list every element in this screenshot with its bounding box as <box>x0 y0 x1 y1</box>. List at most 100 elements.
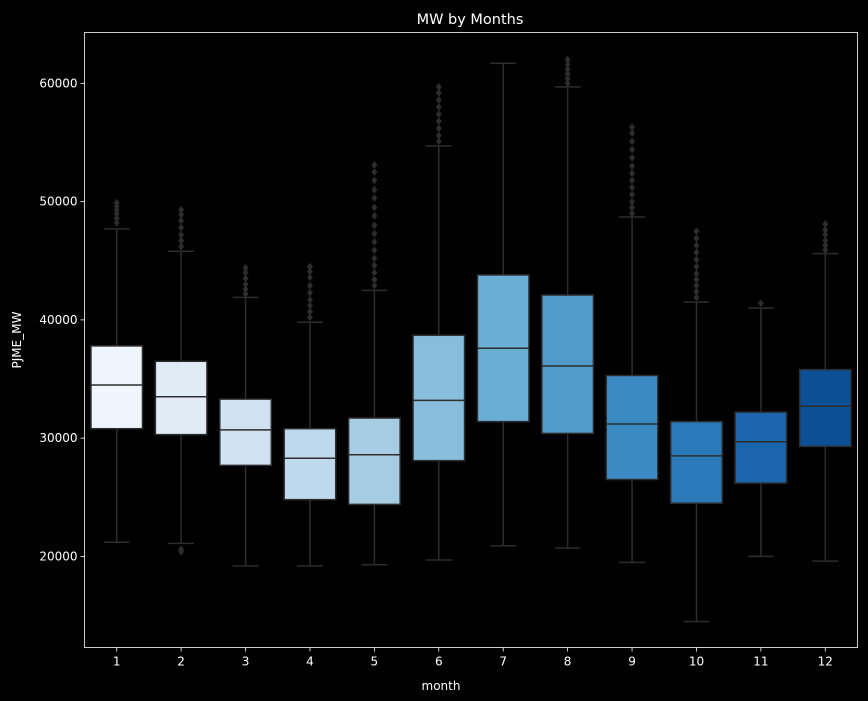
outlier-point <box>435 124 442 133</box>
x-tick-label: 6 <box>435 655 443 669</box>
outlier-point <box>564 79 571 88</box>
outlier-point <box>242 280 249 289</box>
chart-title: MW by Months <box>417 12 524 28</box>
outlier-point <box>564 60 571 69</box>
outlier-point <box>693 241 700 250</box>
outlier-point <box>371 211 378 220</box>
iqr-box <box>541 294 595 435</box>
outlier-point <box>564 69 571 78</box>
outlier-point <box>371 261 378 270</box>
outlier-point <box>178 205 185 214</box>
box-month-12 <box>798 220 852 562</box>
outlier-point <box>629 197 636 206</box>
x-tick-label: 5 <box>371 655 379 669</box>
outlier-point <box>564 65 571 74</box>
outlier-point <box>371 203 378 212</box>
outlier-point <box>629 190 636 199</box>
outlier-point <box>693 262 700 271</box>
outlier-point <box>629 129 636 138</box>
x-tick-label: 3 <box>242 655 250 669</box>
outlier-point <box>306 267 313 276</box>
outlier-point <box>435 131 442 140</box>
outlier-point <box>822 246 829 255</box>
y-tick-label: 60000 <box>39 76 77 90</box>
iqr-box <box>219 398 273 467</box>
outlier-point <box>371 246 378 255</box>
outlier-point <box>629 153 636 162</box>
outlier-point <box>435 88 442 97</box>
outlier-point <box>178 545 185 554</box>
box-month-10 <box>669 227 723 623</box>
outlier-point <box>693 269 700 278</box>
outlier-point <box>822 236 829 245</box>
y-tick-label: 30000 <box>39 431 77 445</box>
outlier-point <box>693 287 700 296</box>
outlier-point <box>693 293 700 302</box>
outlier-point <box>629 176 636 185</box>
outlier-point <box>757 299 764 308</box>
outlier-point <box>178 223 185 232</box>
outlier-point <box>435 117 442 126</box>
box-month-4 <box>283 262 337 567</box>
outlier-point <box>693 248 700 257</box>
iqr-box <box>154 360 208 436</box>
x-tick-label: 4 <box>306 655 314 669</box>
outlier-point <box>178 236 185 245</box>
outlier-point <box>435 102 442 112</box>
boxes-layer <box>90 55 852 623</box>
iqr-box <box>283 427 337 501</box>
outlier-point <box>371 281 378 290</box>
iqr-box <box>798 368 852 448</box>
outlier-point <box>306 295 313 304</box>
outlier-point <box>629 203 636 212</box>
iqr-box <box>347 417 401 506</box>
outlier-point <box>435 95 442 104</box>
outlier-point <box>371 275 378 284</box>
outlier-point <box>371 268 378 277</box>
outlier-point <box>629 162 636 171</box>
outlier-point <box>306 288 313 297</box>
outlier-point <box>306 307 313 316</box>
iqr-box <box>412 334 466 462</box>
outlier-point <box>435 137 442 146</box>
outlier-point <box>564 74 571 83</box>
outlier-point <box>693 227 700 236</box>
box-month-8 <box>541 55 595 549</box>
outlier-point <box>629 169 636 178</box>
outlier-point <box>306 281 313 290</box>
iqr-box <box>669 420 723 504</box>
outlier-point <box>822 230 829 239</box>
outlier-point <box>306 262 313 271</box>
outlier-point <box>113 218 120 227</box>
outlier-point <box>629 145 636 154</box>
outlier-point <box>435 110 442 119</box>
x-tick-label: 11 <box>753 655 768 669</box>
outlier-point <box>371 254 378 263</box>
outlier-point <box>371 176 378 185</box>
box-month-5 <box>347 160 401 566</box>
y-tick-label: 50000 <box>39 195 77 209</box>
outlier-point <box>242 274 249 283</box>
outlier-point <box>629 183 636 192</box>
outlier-point <box>178 210 185 219</box>
outlier-point <box>371 194 378 203</box>
x-tick-label: 7 <box>499 655 507 669</box>
outlier-point <box>822 225 829 235</box>
y-tick-label: 40000 <box>39 313 77 327</box>
outlier-point <box>371 160 378 169</box>
outlier-point <box>371 221 378 230</box>
outlier-point <box>242 289 249 298</box>
outlier-point <box>693 234 700 243</box>
x-tick-label: 8 <box>564 655 572 669</box>
y-axis-label: PJME_MW <box>10 311 24 368</box>
outlier-point <box>306 313 313 322</box>
x-tick-label: 1 <box>113 655 121 669</box>
box-month-3 <box>219 263 273 567</box>
x-tick-label: 12 <box>818 655 833 669</box>
x-tick-label: 9 <box>628 655 636 669</box>
outlier-point <box>564 55 571 64</box>
x-axis-label: month <box>422 679 461 693</box>
outlier-point <box>629 209 636 218</box>
outlier-point <box>306 273 313 282</box>
